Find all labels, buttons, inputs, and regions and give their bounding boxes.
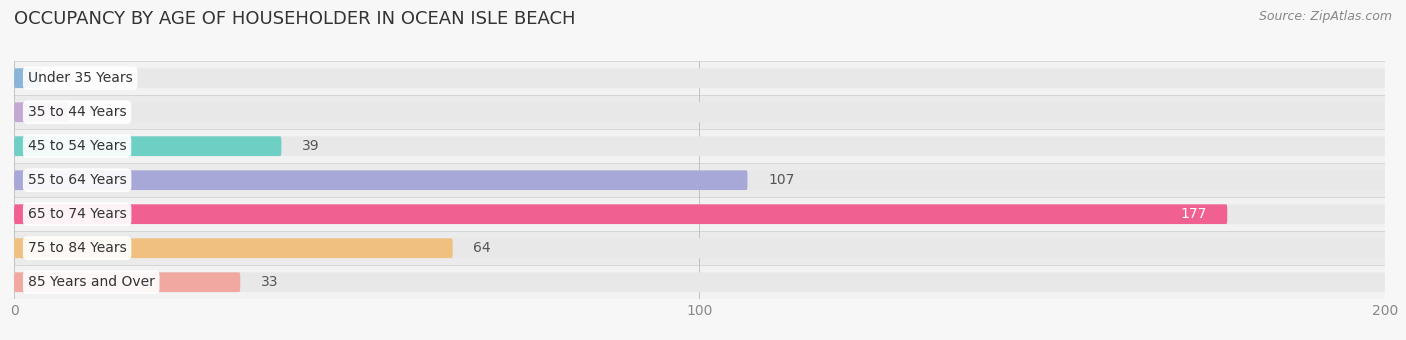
FancyBboxPatch shape [14,238,1385,258]
Bar [0,231,1406,265]
FancyBboxPatch shape [14,238,453,258]
Text: 55 to 64 Years: 55 to 64 Years [28,173,127,187]
Text: 35 to 44 Years: 35 to 44 Years [28,105,127,119]
FancyBboxPatch shape [14,102,1385,122]
Bar [0,265,1406,299]
Text: 33: 33 [262,275,278,289]
Text: 64: 64 [474,241,491,255]
Text: 4: 4 [62,71,70,85]
Text: 39: 39 [302,139,319,153]
Text: 75 to 84 Years: 75 to 84 Years [28,241,127,255]
Text: Under 35 Years: Under 35 Years [28,71,132,85]
FancyBboxPatch shape [14,204,1385,224]
FancyBboxPatch shape [14,272,1385,292]
Text: Source: ZipAtlas.com: Source: ZipAtlas.com [1258,10,1392,23]
FancyBboxPatch shape [14,68,42,88]
Bar [0,197,1406,231]
FancyBboxPatch shape [14,136,1385,156]
Text: 65 to 74 Years: 65 to 74 Years [28,207,127,221]
Text: 107: 107 [768,173,794,187]
FancyBboxPatch shape [14,170,1385,190]
FancyBboxPatch shape [14,136,281,156]
FancyBboxPatch shape [14,204,1227,224]
FancyBboxPatch shape [14,102,69,122]
Bar [0,95,1406,129]
FancyBboxPatch shape [14,68,1385,88]
Bar [0,163,1406,197]
FancyBboxPatch shape [14,272,240,292]
Text: OCCUPANCY BY AGE OF HOUSEHOLDER IN OCEAN ISLE BEACH: OCCUPANCY BY AGE OF HOUSEHOLDER IN OCEAN… [14,10,575,28]
Text: 8: 8 [90,105,98,119]
Text: 177: 177 [1180,207,1206,221]
FancyBboxPatch shape [14,170,748,190]
Bar [0,129,1406,163]
Text: 45 to 54 Years: 45 to 54 Years [28,139,127,153]
Bar [0,61,1406,95]
Text: 85 Years and Over: 85 Years and Over [28,275,155,289]
